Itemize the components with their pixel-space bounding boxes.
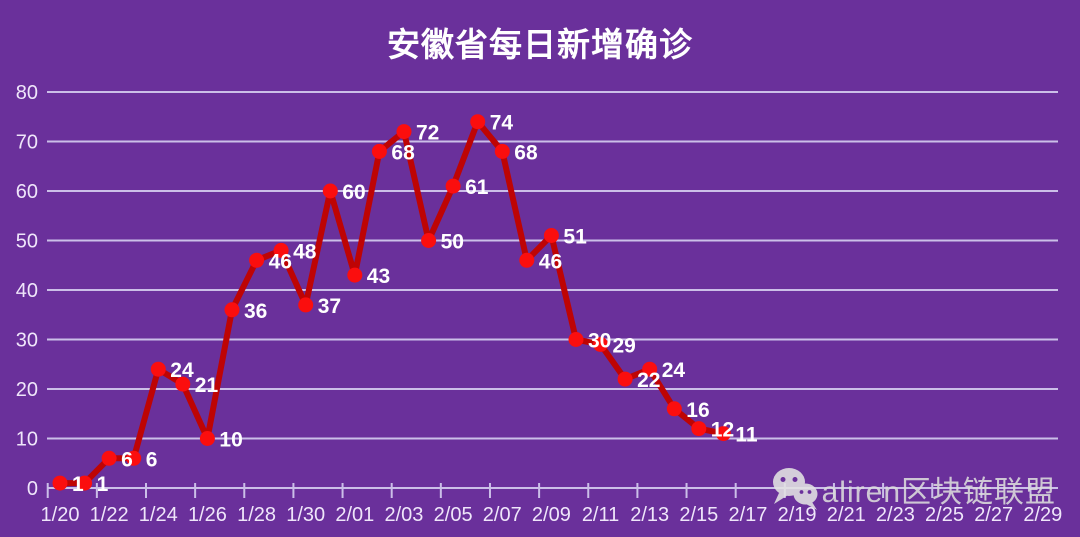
svg-text:2/21: 2/21 (827, 504, 866, 526)
svg-text:6: 6 (146, 448, 158, 471)
svg-text:2/15: 2/15 (679, 504, 718, 526)
svg-text:51: 51 (563, 226, 587, 249)
svg-text:70: 70 (16, 132, 38, 154)
svg-text:1: 1 (97, 473, 109, 496)
svg-text:46: 46 (539, 250, 562, 273)
svg-text:60: 60 (342, 181, 365, 204)
svg-text:48: 48 (293, 240, 317, 263)
svg-text:1/22: 1/22 (90, 504, 129, 526)
watermark-text: aliren区块链联盟 (821, 476, 1056, 509)
svg-text:50: 50 (16, 231, 38, 253)
svg-text:21: 21 (195, 374, 219, 397)
svg-text:37: 37 (318, 295, 341, 318)
svg-text:30: 30 (16, 330, 38, 352)
svg-text:2/13: 2/13 (630, 504, 669, 526)
svg-text:36: 36 (244, 300, 267, 323)
svg-text:2/17: 2/17 (728, 504, 767, 526)
svg-text:2/25: 2/25 (925, 504, 964, 526)
svg-text:80: 80 (16, 82, 38, 104)
svg-text:10: 10 (219, 429, 242, 452)
svg-text:2/27: 2/27 (974, 504, 1013, 526)
svg-text:61: 61 (465, 176, 489, 199)
svg-text:16: 16 (686, 399, 709, 422)
svg-text:30: 30 (588, 330, 611, 353)
watermark: aliren区块链联盟 (772, 467, 1056, 511)
svg-text:1/26: 1/26 (188, 504, 227, 526)
svg-text:0: 0 (27, 478, 38, 500)
svg-text:2/29: 2/29 (1023, 504, 1062, 526)
svg-text:1/20: 1/20 (41, 504, 80, 526)
svg-text:2/07: 2/07 (483, 504, 522, 526)
svg-text:6: 6 (121, 448, 133, 471)
svg-text:1/28: 1/28 (237, 504, 276, 526)
chart-title: 安徽省每日新增确诊 (387, 26, 693, 63)
svg-text:74: 74 (490, 112, 514, 135)
svg-text:2/05: 2/05 (434, 504, 473, 526)
svg-text:46: 46 (269, 250, 292, 273)
svg-text:43: 43 (367, 265, 390, 288)
svg-text:2/19: 2/19 (778, 504, 817, 526)
svg-text:50: 50 (441, 231, 464, 254)
svg-text:1: 1 (72, 473, 84, 496)
svg-text:1/24: 1/24 (139, 504, 178, 526)
svg-text:68: 68 (391, 141, 415, 164)
svg-text:68: 68 (514, 141, 538, 164)
svg-text:72: 72 (416, 122, 439, 145)
svg-text:24: 24 (662, 359, 686, 382)
wechat-icon (772, 467, 818, 511)
svg-text:60: 60 (16, 181, 38, 203)
svg-text:29: 29 (613, 334, 636, 357)
svg-text:2/03: 2/03 (385, 504, 424, 526)
svg-text:2/23: 2/23 (876, 504, 915, 526)
svg-text:40: 40 (16, 280, 38, 302)
svg-text:2/01: 2/01 (335, 504, 374, 526)
svg-text:11: 11 (735, 424, 758, 447)
svg-text:1/30: 1/30 (286, 504, 325, 526)
svg-text:2/11: 2/11 (582, 504, 619, 526)
svg-text:24: 24 (170, 359, 194, 382)
svg-text:2/09: 2/09 (532, 504, 571, 526)
svg-text:22: 22 (637, 369, 660, 392)
svg-text:20: 20 (16, 379, 38, 401)
svg-text:10: 10 (16, 429, 38, 451)
svg-text:12: 12 (711, 419, 734, 442)
